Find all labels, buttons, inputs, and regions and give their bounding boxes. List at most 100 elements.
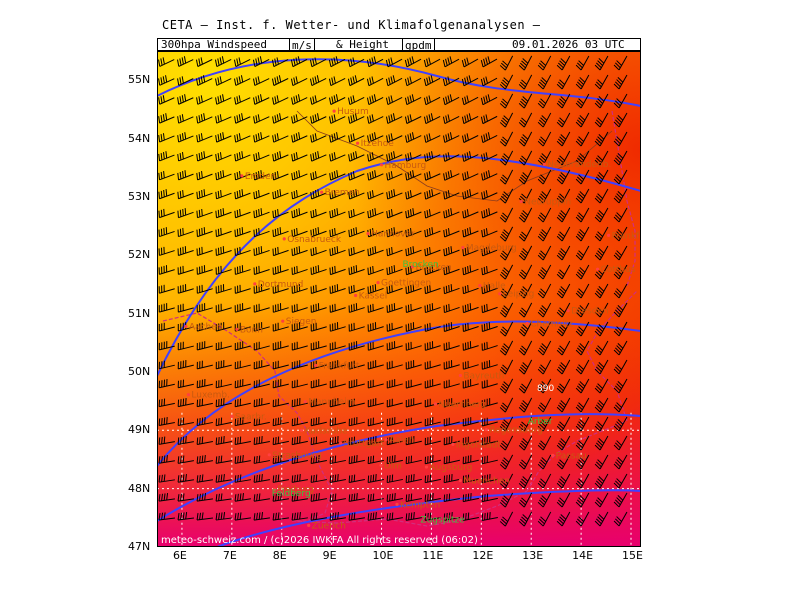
wind-barb xyxy=(158,417,175,426)
wind-barb xyxy=(329,379,346,389)
wind-barb xyxy=(518,150,533,166)
wind-barb xyxy=(158,493,175,502)
wind-barb xyxy=(518,416,533,432)
wind-barb xyxy=(518,226,533,242)
wind-barb xyxy=(367,341,384,351)
mountain-label: Brocken xyxy=(402,260,438,270)
wind-barb xyxy=(348,360,365,370)
wind-barb xyxy=(443,208,460,219)
city-dot xyxy=(451,442,455,446)
wind-barb xyxy=(329,284,346,294)
wind-barb xyxy=(348,113,365,124)
wind-barb xyxy=(499,74,514,90)
wind-barb xyxy=(556,207,571,223)
wind-barb xyxy=(348,171,365,181)
wind-barb xyxy=(386,493,403,502)
wind-barb xyxy=(367,208,384,219)
wind-barb xyxy=(518,302,533,318)
wind-barb xyxy=(556,473,571,489)
lat-label: 51N xyxy=(128,306,151,320)
city-dot xyxy=(379,463,383,467)
wind-barb xyxy=(329,322,346,332)
wind-barb xyxy=(329,474,346,483)
wind-barb xyxy=(594,378,609,394)
wind-barb xyxy=(613,131,628,147)
wind-barb xyxy=(556,226,571,242)
city-marker: Aalen xyxy=(384,436,414,446)
wind-barb xyxy=(499,150,514,166)
wind-barb xyxy=(158,189,175,200)
wind-barb xyxy=(158,360,175,370)
wind-barb xyxy=(215,493,232,502)
wind-barb xyxy=(348,133,365,143)
wind-barb xyxy=(253,246,270,257)
wind-barb xyxy=(405,417,422,427)
wind-barb xyxy=(405,474,422,484)
wind-barb xyxy=(158,95,175,105)
wind-barb xyxy=(158,75,175,86)
wind-barb xyxy=(385,95,403,106)
city-dot xyxy=(384,438,388,442)
city-dot xyxy=(267,453,271,457)
wind-barb xyxy=(594,74,609,90)
wind-barb xyxy=(480,132,498,143)
wind-barb xyxy=(424,417,441,427)
wind-barb xyxy=(329,341,346,351)
wind-barb xyxy=(462,284,479,295)
city-dot xyxy=(498,292,502,296)
wind-barb xyxy=(367,379,384,389)
wind-barbs xyxy=(158,55,628,527)
wind-barb xyxy=(253,474,270,483)
wind-barb xyxy=(481,190,498,200)
wind-barb xyxy=(272,436,289,446)
wind-barb xyxy=(291,474,308,483)
wind-barb xyxy=(158,246,175,256)
lon-label: 14E xyxy=(572,549,594,562)
city-marker: Augsburg xyxy=(424,463,472,473)
wind-barb xyxy=(613,416,628,432)
wind-barb xyxy=(310,113,327,124)
wind-barb xyxy=(405,284,422,295)
city-dot xyxy=(282,237,286,241)
wind-barb xyxy=(367,455,384,465)
wind-barb xyxy=(234,265,251,275)
lat-label: 52N xyxy=(128,248,151,262)
wind-barb xyxy=(442,56,460,68)
wind-barb xyxy=(575,397,590,413)
wind-barb xyxy=(404,56,422,68)
wind-barb xyxy=(329,417,346,427)
wind-barb xyxy=(234,113,251,124)
city-dot xyxy=(606,233,611,237)
wind-barb xyxy=(348,379,365,389)
wind-barb xyxy=(196,493,213,502)
wind-barb xyxy=(348,284,365,295)
wind-barb xyxy=(556,454,571,470)
wind-barb xyxy=(310,227,327,238)
wind-barb xyxy=(253,265,270,275)
wind-barb xyxy=(234,379,251,389)
city-marker: Dortmund xyxy=(253,280,303,290)
city-label: Zuerich xyxy=(312,521,346,531)
wind-barb xyxy=(367,170,384,181)
wind-barb xyxy=(481,493,498,503)
wind-barb xyxy=(424,265,441,276)
wind-barb xyxy=(386,209,403,219)
city-label: Karlsruhe xyxy=(305,426,348,436)
wind-barb xyxy=(518,93,533,109)
wind-barb xyxy=(215,132,232,143)
city-label: Hannover xyxy=(371,230,415,240)
wind-barb xyxy=(329,436,346,446)
wind-barb xyxy=(329,512,346,521)
wind-barb xyxy=(310,151,327,162)
wind-barb xyxy=(499,283,514,299)
wind-barb xyxy=(481,246,498,257)
wind-barb xyxy=(537,131,552,147)
wind-barb xyxy=(386,265,403,276)
wind-barb xyxy=(405,512,422,521)
lat-label: 55N xyxy=(128,73,151,87)
wind-barb xyxy=(310,133,327,143)
wind-barb xyxy=(253,284,270,294)
wind-barb xyxy=(575,188,590,204)
wind-barb xyxy=(233,57,251,67)
wind-barb xyxy=(386,284,403,295)
